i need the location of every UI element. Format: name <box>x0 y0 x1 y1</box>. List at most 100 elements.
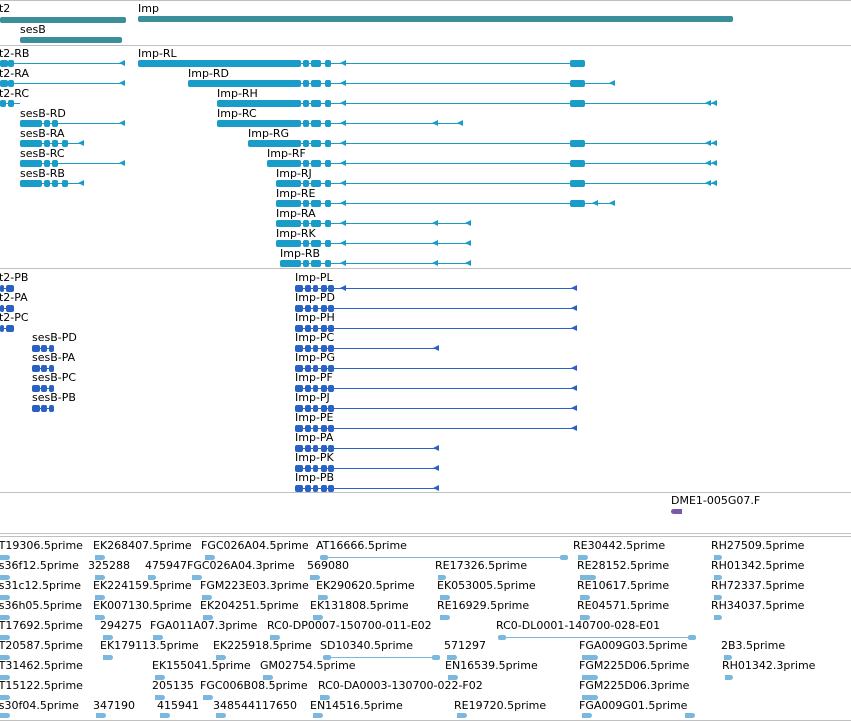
est-label[interactable]: EK225918.5prime <box>213 639 312 652</box>
protein-label[interactable]: Imp-PK <box>295 451 334 464</box>
protein-label[interactable]: Imp-PE <box>295 411 334 424</box>
est-label[interactable]: RE16929.5prime <box>437 599 530 612</box>
transcript-label[interactable]: Imp-RB <box>280 247 321 260</box>
est-label[interactable]: os30f04.5prime <box>0 699 79 712</box>
est-label[interactable]: 2B3.5prime <box>721 639 786 652</box>
protein-label[interactable]: nt2-PA <box>0 291 28 304</box>
transcript-label[interactable]: Imp-RE <box>276 187 316 200</box>
protein-label[interactable]: sesB-PA <box>32 351 76 364</box>
transcript-label[interactable]: Imp-RJ <box>276 167 312 180</box>
est-label[interactable]: 571297 <box>444 639 486 652</box>
est-label[interactable]: EK131808.5prime <box>310 599 409 612</box>
est-label[interactable]: FGA009G03.5prime <box>579 639 688 652</box>
transcript-label[interactable]: sesB-RB <box>20 167 65 180</box>
gene-label-imp[interactable]: Imp <box>138 2 159 15</box>
est-label[interactable]: SD10340.5prime <box>320 639 413 652</box>
gene-feature-imp[interactable] <box>138 16 733 22</box>
dme-feature[interactable] <box>671 509 682 514</box>
est-label[interactable]: RE17326.5prime <box>435 559 528 572</box>
transcript-label[interactable]: sesB-RC <box>20 147 65 160</box>
protein-label[interactable]: Imp-PD <box>295 291 336 304</box>
est-label[interactable]: 347190 <box>93 699 135 712</box>
protein-label[interactable]: Imp-PH <box>295 311 335 324</box>
transcript-label[interactable]: nt2-RA <box>0 67 29 80</box>
est-label[interactable]: RH72337.5prime <box>711 579 805 592</box>
est-label[interactable]: RE19720.5prime <box>454 699 547 712</box>
est-label[interactable]: RH01342.5prime <box>711 559 805 572</box>
protein-label[interactable]: nt2-PB <box>0 271 29 284</box>
protein-label[interactable]: nt2-PC <box>0 311 29 324</box>
est-label[interactable]: EK290620.5prime <box>316 579 415 592</box>
protein-label[interactable]: Imp-PC <box>295 331 335 344</box>
protein-label[interactable]: sesB-PC <box>32 371 77 384</box>
protein-label[interactable]: sesB-PB <box>32 391 76 404</box>
est-label[interactable]: RE28152.5prime <box>577 559 670 572</box>
est-label[interactable]: EK204251.5prime <box>200 599 299 612</box>
est-label[interactable]: os36f12.5prime <box>0 559 79 572</box>
protein-label[interactable]: sesB-PD <box>32 331 77 344</box>
transcript-label[interactable]: Imp-RD <box>188 67 230 80</box>
est-label[interactable]: 348544117650 <box>213 699 297 712</box>
est-label[interactable]: EN16539.5prime <box>445 659 538 672</box>
transcript-label[interactable]: Imp-RK <box>276 227 316 240</box>
est-label[interactable]: FGM223E03.3prime <box>200 579 309 592</box>
est-label[interactable]: FGM225D06.3prime <box>579 679 690 692</box>
est-label[interactable]: RH34037.5prime <box>711 599 805 612</box>
protein-label[interactable]: Imp-PJ <box>295 391 330 404</box>
protein-label[interactable]: Imp-PA <box>295 431 334 444</box>
est-label[interactable]: EK224159.5prime <box>93 579 192 592</box>
est-label[interactable]: GM02754.5prime <box>260 659 356 672</box>
gene-feature-sesb[interactable] <box>20 37 122 43</box>
est-label[interactable]: RE04571.5prime <box>577 599 670 612</box>
transcript-label[interactable]: Imp-RF <box>267 147 306 160</box>
est-label[interactable]: EK053005.5prime <box>437 579 536 592</box>
protein-label[interactable]: Imp-PG <box>295 351 336 364</box>
dme-label[interactable]: DME1-005G07.F <box>671 494 761 507</box>
gene-feature-nt2[interactable] <box>0 17 126 23</box>
est-label[interactable]: AT15122.5prime <box>0 679 83 692</box>
est-label[interactable]: AT31462.5prime <box>0 659 83 672</box>
est-label[interactable]: 475947 <box>145 559 187 572</box>
est-label[interactable]: EK179113.5prime <box>100 639 199 652</box>
est-label[interactable]: os31c12.5prime <box>0 579 82 592</box>
protein-label[interactable]: Imp-PL <box>295 271 333 284</box>
est-label[interactable]: RE30442.5prime <box>573 539 666 552</box>
est-label[interactable]: RH27509.5prime <box>711 539 805 552</box>
transcript-label[interactable]: nt2-RC <box>0 87 30 100</box>
est-label[interactable]: EN14516.5prime <box>310 699 403 712</box>
transcript-label[interactable]: Imp-RG <box>248 127 290 140</box>
transcript-label[interactable]: Imp-RA <box>276 207 316 220</box>
est-label[interactable]: AT20587.5prime <box>0 639 83 652</box>
est-label[interactable]: FGC026A04.5prime <box>201 539 309 552</box>
gene-label-nt2[interactable]: nt2 <box>0 2 11 15</box>
transcript-label[interactable]: sesB-RD <box>20 107 66 120</box>
est-label[interactable]: EK268407.5prime <box>93 539 192 552</box>
transcript-label[interactable]: Imp-RH <box>217 87 258 100</box>
est-label[interactable]: AT16666.5prime <box>316 539 407 552</box>
est-label[interactable]: FGA009G01.5prime <box>579 699 688 712</box>
est-label[interactable]: 415941 <box>157 699 199 712</box>
est-label[interactable]: RC0-DA0003-130700-022-F02 <box>318 679 483 692</box>
protein-label[interactable]: Imp-PF <box>295 371 333 384</box>
est-label[interactable]: 569080 <box>307 559 349 572</box>
transcript-label[interactable]: sesB-RA <box>20 127 65 140</box>
est-label[interactable]: FGA011A07.3prime <box>150 619 258 632</box>
est-label[interactable]: AT19306.5prime <box>0 539 83 552</box>
est-label[interactable]: RC0-DL0001-140700-028-E01 <box>496 619 661 632</box>
transcript-label[interactable]: Imp-RL <box>138 47 177 60</box>
est-label[interactable]: FGC026A04.3prime <box>187 559 295 572</box>
est-label[interactable]: EK155041.5prime <box>152 659 251 672</box>
est-label[interactable]: 325288 <box>88 559 130 572</box>
est-label[interactable]: RE10617.5prime <box>577 579 670 592</box>
est-label[interactable]: 205135 <box>152 679 194 692</box>
est-label[interactable]: RC0-DP0007-150700-011-E02 <box>267 619 432 632</box>
protein-label[interactable]: Imp-PB <box>295 471 335 484</box>
est-label[interactable]: AT17692.5prime <box>0 619 83 632</box>
est-label[interactable]: 294275 <box>100 619 142 632</box>
est-label[interactable]: os36h05.5prime <box>0 599 82 612</box>
transcript-label[interactable]: Imp-RC <box>217 107 257 120</box>
est-label[interactable]: EK007130.5prime <box>93 599 192 612</box>
est-label[interactable]: RH01342.3prime <box>722 659 816 672</box>
est-label[interactable]: FGC006B08.5prime <box>200 679 308 692</box>
gene-label-sesb[interactable]: sesB <box>20 23 46 36</box>
